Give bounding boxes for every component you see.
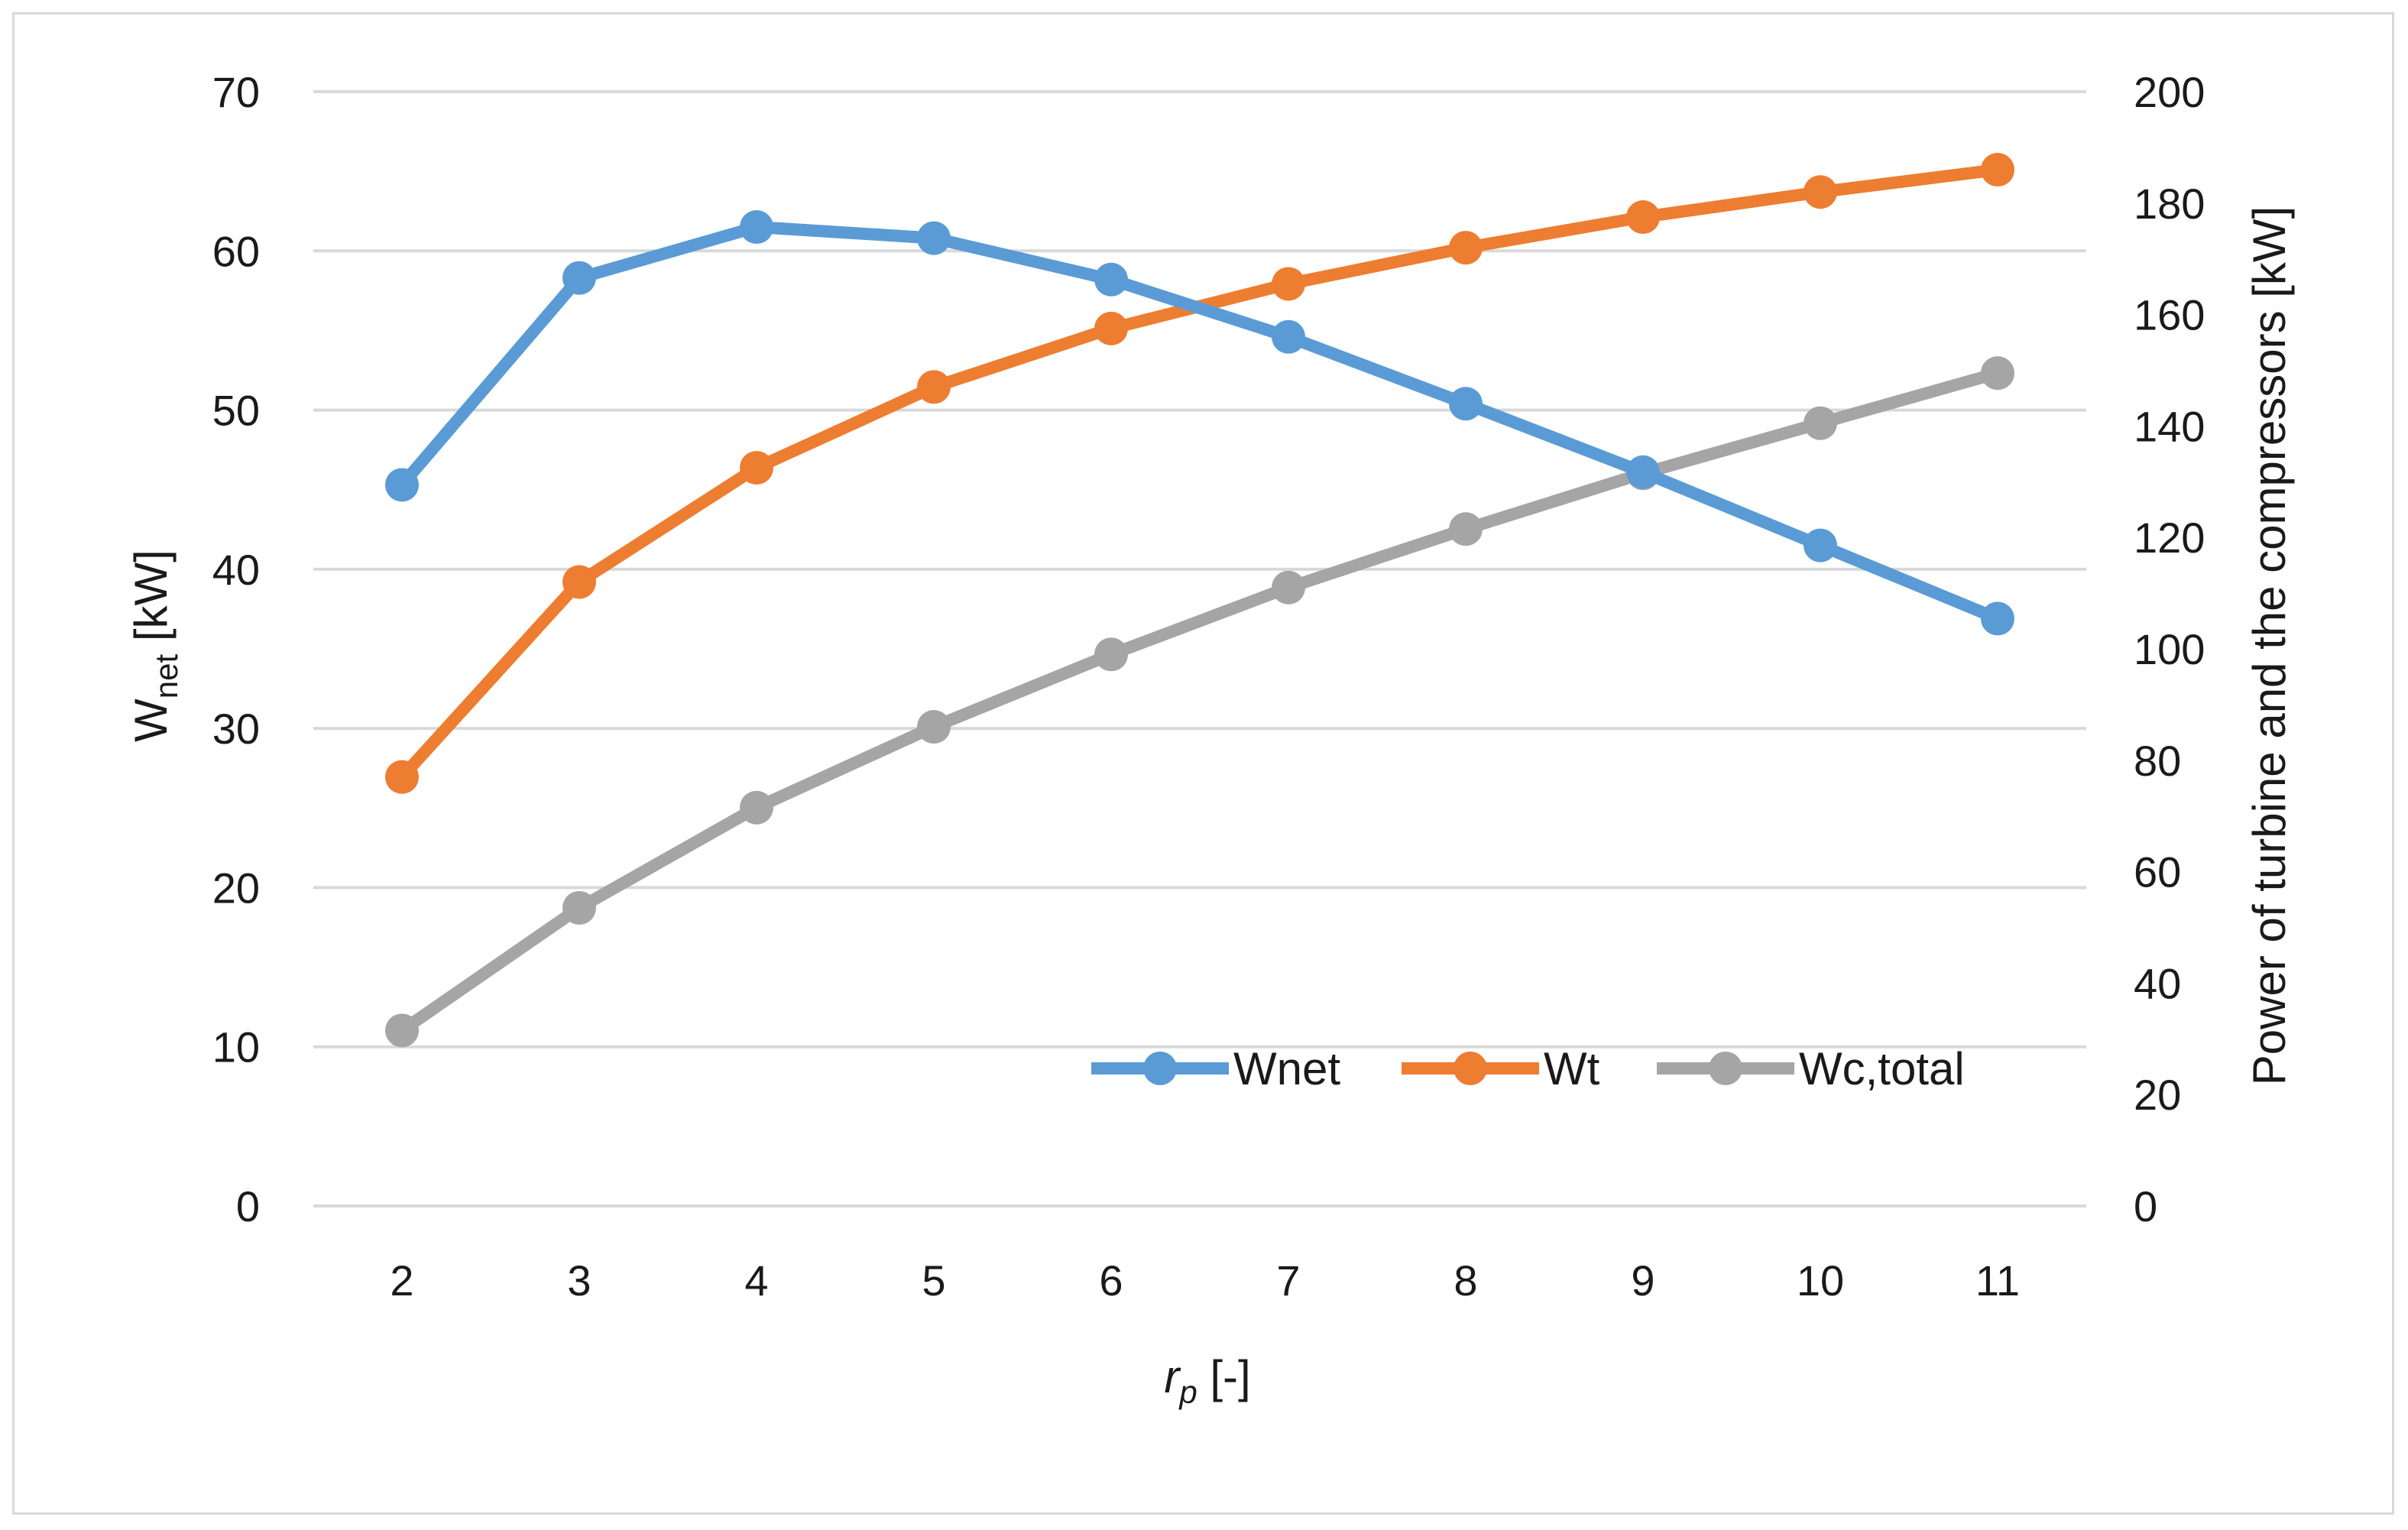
gridlines <box>313 90 2086 1207</box>
data-point-wc-total <box>1804 406 1837 440</box>
data-point-wnet <box>1981 601 2014 636</box>
data-point-wc-total <box>917 710 951 744</box>
legend-label: Wt <box>1544 1043 1600 1094</box>
right-axis-ticks: 0 20 40 60 80 100 120 140 160 180 200 <box>2134 68 2205 1230</box>
right-tick-label: 80 <box>2134 737 2181 785</box>
right-tick-label: 200 <box>2134 68 2205 116</box>
data-point-wt <box>1094 311 1128 345</box>
series-wc-total <box>385 356 2014 1048</box>
right-tick-label: 120 <box>2134 514 2205 562</box>
series-line-wc-total <box>398 367 2000 1036</box>
left-tick-label: 0 <box>236 1182 260 1230</box>
legend-item-wnet: Wnet <box>1091 1043 1340 1094</box>
data-point-wt <box>562 565 596 599</box>
left-tick-label: 20 <box>212 864 260 912</box>
data-point-wc-total <box>1981 356 2014 391</box>
x-tick-label: 10 <box>1797 1256 1844 1305</box>
left-axis-title: Wnet [kW] <box>125 549 184 742</box>
data-point-wnet <box>740 210 773 245</box>
right-tick-label: 180 <box>2134 180 2205 228</box>
right-tick-label: 0 <box>2134 1182 2157 1230</box>
data-point-wc-total <box>1449 512 1483 546</box>
legend: Wnet Wt Wc,total <box>1091 1043 1965 1094</box>
legend-swatch-marker <box>1454 1052 1487 1085</box>
data-point-wc-total <box>740 790 773 825</box>
left-tick-label: 40 <box>212 546 260 594</box>
data-point-wc-total <box>1272 570 1305 605</box>
x-tick-label: 7 <box>1276 1256 1300 1305</box>
x-tick-label: 11 <box>1975 1256 2020 1305</box>
right-axis-title: Power of turbine and the compressors [kW… <box>2244 206 2295 1086</box>
x-axis-title: rp [-] <box>1164 1351 1250 1410</box>
right-tick-label: 60 <box>2134 848 2181 896</box>
data-point-wt <box>385 760 419 794</box>
x-tick-label: 8 <box>1454 1256 1477 1305</box>
data-point-wt <box>1981 153 2014 187</box>
x-tick-label: 5 <box>922 1256 945 1305</box>
data-point-wnet <box>385 468 419 502</box>
right-tick-label: 140 <box>2134 402 2205 450</box>
legend-label: Wc,total <box>1799 1043 1965 1094</box>
data-point-wnet <box>1094 262 1128 297</box>
data-point-wt <box>917 370 951 404</box>
right-tick-label: 20 <box>2134 1071 2181 1119</box>
right-tick-label: 160 <box>2134 291 2205 339</box>
data-point-wt <box>1449 231 1483 265</box>
data-point-wnet <box>562 261 596 295</box>
x-tick-label: 4 <box>744 1256 768 1305</box>
legend-swatch-marker <box>1143 1052 1177 1085</box>
data-point-wnet <box>917 221 951 255</box>
left-tick-label: 10 <box>212 1023 260 1071</box>
left-tick-label: 60 <box>212 227 260 275</box>
data-point-wt <box>1804 175 1837 209</box>
left-axis-ticks: 0 10 20 30 40 50 60 70 <box>212 68 260 1230</box>
data-point-wc-total <box>1094 637 1128 672</box>
series-wt <box>385 153 2014 794</box>
left-tick-label: 50 <box>212 387 260 435</box>
x-axis-ticks: 2 3 4 5 6 7 8 9 10 11 <box>390 1256 2020 1305</box>
right-tick-label: 40 <box>2134 959 2181 1007</box>
data-point-wnet <box>1449 387 1483 421</box>
x-tick-label: 6 <box>1099 1256 1123 1305</box>
x-tick-label: 9 <box>1631 1256 1654 1305</box>
left-tick-label: 70 <box>212 68 260 116</box>
data-point-wt <box>1272 267 1305 301</box>
data-point-wnet <box>1626 455 1660 489</box>
data-point-wnet <box>1804 528 1837 562</box>
legend-label: Wnet <box>1233 1043 1340 1094</box>
data-point-wnet <box>1272 319 1305 354</box>
data-point-wc-total <box>385 1013 419 1048</box>
right-tick-label: 100 <box>2134 625 2205 673</box>
left-tick-label: 30 <box>212 705 260 753</box>
series-layer <box>385 153 2014 1048</box>
legend-swatch-marker <box>1709 1052 1742 1085</box>
series-wnet <box>385 210 2014 636</box>
data-point-wt <box>1626 200 1660 235</box>
legend-item-wc-total: Wc,total <box>1657 1043 1965 1094</box>
x-tick-label: 2 <box>390 1256 413 1305</box>
data-point-wc-total <box>562 890 596 925</box>
data-point-wt <box>740 451 773 485</box>
series-line-wnet <box>397 221 2001 624</box>
legend-item-wt: Wt <box>1402 1043 1600 1094</box>
x-tick-label: 3 <box>567 1256 591 1305</box>
